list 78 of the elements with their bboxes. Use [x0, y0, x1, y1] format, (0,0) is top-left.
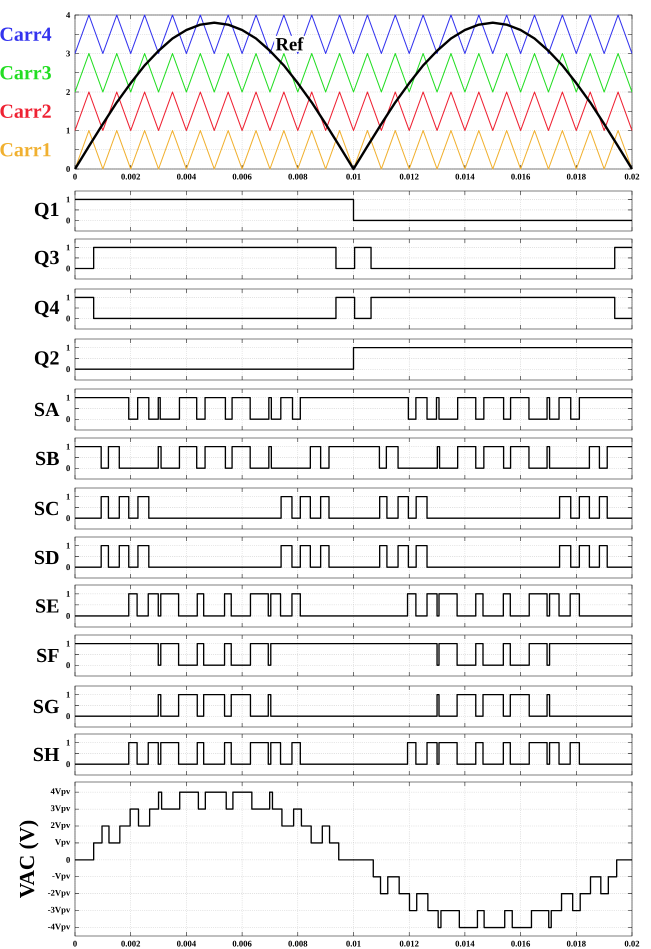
y-axis-title: SG [34, 700, 59, 714]
y-tick-label: 1 [66, 344, 70, 350]
x-tick-label: 0.018 [566, 174, 586, 180]
x-tick-label: 0.02 [624, 940, 640, 947]
x-tick-label: 0.004 [176, 940, 196, 947]
y-tick-label: 0 [66, 465, 70, 472]
y-tick-label: 3 [66, 50, 70, 56]
y-tick-label: Vpv [54, 839, 70, 847]
series-label: Carr3 [0, 66, 51, 80]
y-axis-title: SB [36, 452, 59, 466]
y-axis-title: SF [37, 648, 58, 662]
y-axis-title: VAC (V) [19, 820, 38, 898]
x-tick-label: 0.014 [455, 174, 474, 180]
y-tick-label: 0 [66, 613, 70, 619]
x-tick-label: 0.006 [232, 174, 252, 180]
x-tick-label: 0 [73, 174, 77, 180]
series-label: Carr1 [0, 143, 51, 156]
y-tick-label: 1 [66, 494, 70, 500]
x-tick-label: 0.016 [511, 940, 530, 947]
x-tick-label: 0.018 [566, 940, 586, 947]
y-tick-label: 0 [66, 564, 70, 570]
y-tick-label: 1 [66, 128, 70, 134]
y-axis-title: SD [34, 550, 58, 564]
y-axis-title: SE [36, 599, 58, 613]
x-tick-label: 0.002 [121, 940, 140, 947]
y-axis-title: Q1 [34, 202, 58, 220]
y-tick-label: 0 [66, 856, 70, 863]
y-tick-label: 1 [66, 294, 70, 300]
y-axis-title: Q2 [34, 351, 59, 368]
y-tick-label: 1 [66, 196, 70, 202]
x-tick-label: 0.02 [624, 174, 640, 180]
y-tick-label: 4Vpv [50, 788, 70, 796]
y-axis-title: Q4 [34, 300, 60, 318]
y-tick-label: 1 [66, 591, 70, 597]
x-tick-label: 0.008 [288, 940, 308, 947]
x-tick-label: 0.01 [346, 174, 361, 180]
x-tick-label: 0.012 [400, 940, 419, 947]
annotation: Ref [276, 37, 304, 51]
y-tick-label: 1 [66, 244, 70, 250]
x-tick-label: 0.002 [121, 174, 140, 180]
y-tick-label: 1 [66, 740, 70, 746]
y-tick-label: 1 [66, 444, 70, 450]
x-tick-label: 0.008 [288, 174, 308, 180]
x-tick-label: 0.004 [176, 174, 196, 180]
y-axis-title: SH [34, 748, 60, 762]
y-tick-label: 0 [66, 166, 70, 172]
y-tick-label: 0 [66, 416, 70, 422]
y-tick-label: -3Vpv [48, 906, 70, 914]
x-tick-label: 0.01 [346, 940, 361, 947]
y-tick-label: 0 [66, 713, 70, 720]
y-tick-label: -4Vpv [48, 924, 70, 932]
y-axis-title: SA [34, 402, 60, 416]
x-tick-label: 0 [73, 940, 77, 947]
x-tick-label: 0.006 [232, 940, 252, 947]
y-axis-title: SC [34, 502, 58, 516]
y-axis-title: Q3 [34, 250, 59, 268]
y-tick-label: 2Vpv [50, 822, 70, 830]
y-tick-label: 0 [66, 662, 70, 668]
y-tick-label: 0 [66, 761, 70, 768]
y-tick-label: 3Vpv [50, 805, 70, 813]
y-tick-label: -Vpv [52, 873, 70, 881]
series-label: Carr2 [0, 104, 51, 118]
y-tick-label: -2Vpv [48, 890, 70, 898]
y-tick-label: 0 [66, 515, 70, 522]
y-tick-label: 4 [66, 12, 70, 18]
y-tick-label: 1 [66, 542, 70, 548]
y-tick-label: 0 [66, 266, 70, 272]
y-tick-label: 2 [66, 89, 70, 95]
y-tick-label: 0 [66, 366, 70, 372]
x-tick-label: 0.016 [511, 174, 530, 180]
y-tick-label: 0 [66, 316, 70, 322]
x-tick-label: 0.012 [400, 174, 419, 180]
y-tick-label: 1 [66, 640, 70, 646]
y-tick-label: 0 [66, 218, 70, 224]
y-tick-label: 1 [66, 394, 70, 400]
y-tick-label: 1 [66, 692, 70, 698]
series-label: Carr4 [0, 28, 52, 41]
x-tick-label: 0.014 [455, 940, 474, 947]
